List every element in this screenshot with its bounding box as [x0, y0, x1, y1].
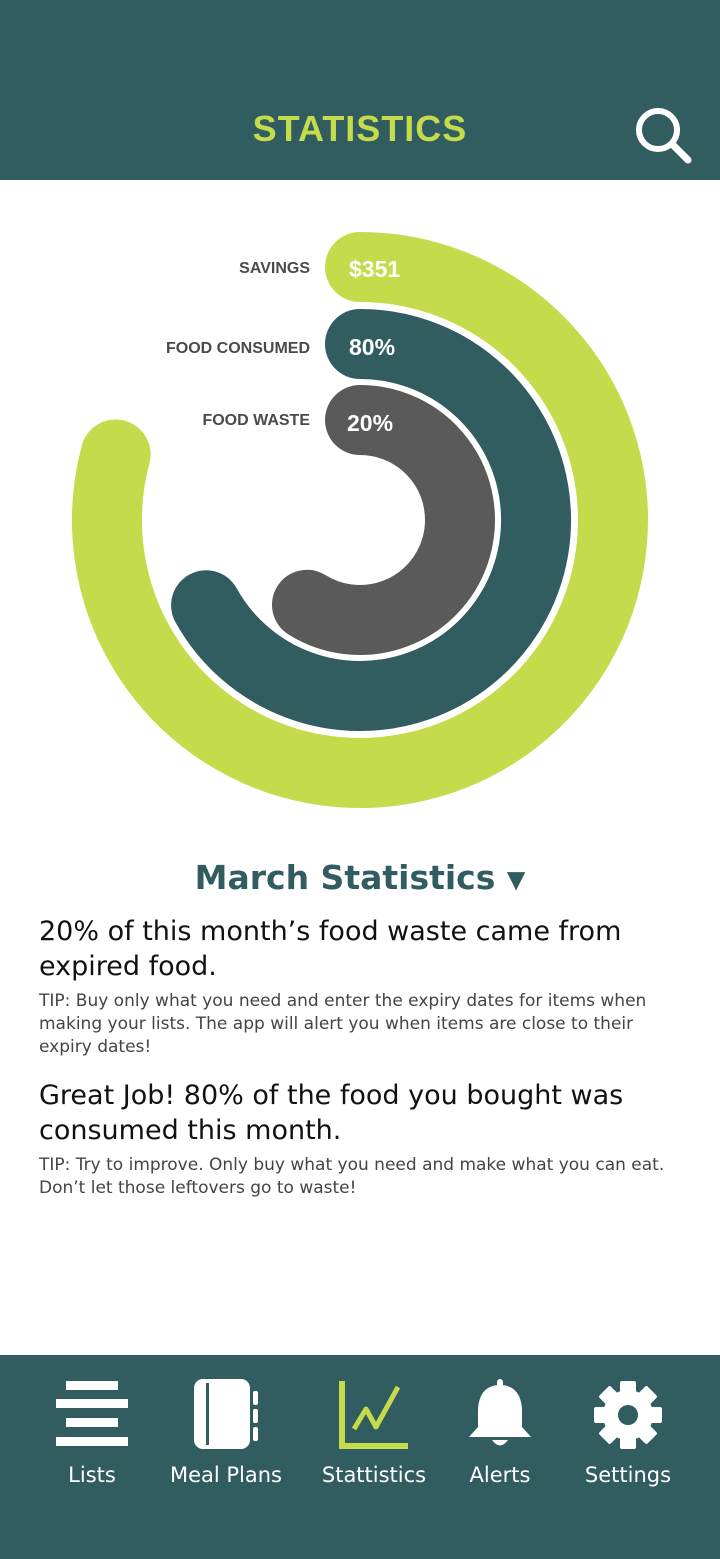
stat-waste-tip: TIP: Buy only what you need and enter th…: [39, 991, 647, 1057]
tab-statistics-label: Stattistics: [321, 1463, 427, 1487]
tab-lists[interactable]: Lists: [22, 1355, 162, 1559]
ring-savings: [71, 232, 648, 808]
search-icon: [636, 108, 692, 164]
stat-consumed-tip: TIP: Try to improve. Only buy what you n…: [39, 1155, 665, 1198]
food-waste-value: 20%: [347, 410, 394, 436]
tab-lists-label: Lists: [68, 1463, 116, 1487]
ring-food-consumed: [171, 309, 572, 731]
tab-alerts-label: Alerts: [469, 1463, 531, 1487]
gear-icon: [594, 1381, 662, 1449]
savings-value: $351: [349, 256, 401, 282]
food-waste-label: FOOD WASTE: [202, 412, 310, 429]
radial-chart-svg: [71, 232, 648, 808]
list-icon: [56, 1381, 128, 1446]
tab-settings[interactable]: Settings: [570, 1355, 686, 1559]
bottom-tab-bar: Lists Meal Plans Stattistics Alerts: [0, 1355, 720, 1559]
food-consumed-value: 80%: [349, 334, 396, 360]
month-selector-label: March Statistics: [194, 858, 496, 897]
dropdown-arrow-icon: ▼: [506, 865, 526, 894]
ring-food-waste: [272, 385, 495, 655]
bell-icon: [469, 1379, 531, 1446]
food-consumed-label: FOOD CONSUMED: [166, 340, 310, 357]
month-selector[interactable]: March Statistics ▼: [0, 858, 720, 897]
tab-meal-plans-label: Meal Plans: [169, 1463, 283, 1487]
tab-statistics[interactable]: Stattistics: [312, 1355, 436, 1559]
statistics-chart: SAVINGS $351 FOOD CONSUMED 80% FOOD WAST…: [0, 180, 720, 820]
app-header: STATISTICS: [0, 0, 720, 180]
tab-alerts[interactable]: Alerts: [450, 1355, 550, 1559]
page-title: STATISTICS: [252, 108, 468, 149]
chart-icon: [339, 1381, 408, 1449]
stat-consumed-headline: Great Job! 80% of the food you bought wa…: [39, 1080, 624, 1146]
savings-label: SAVINGS: [239, 260, 310, 277]
tab-meal-plans[interactable]: Meal Plans: [160, 1355, 292, 1559]
search-button[interactable]: [632, 104, 696, 168]
tab-settings-label: Settings: [584, 1463, 672, 1487]
notebook-icon: [194, 1379, 258, 1449]
stat-waste-headline: 20% of this month’s food waste came from…: [39, 916, 622, 982]
